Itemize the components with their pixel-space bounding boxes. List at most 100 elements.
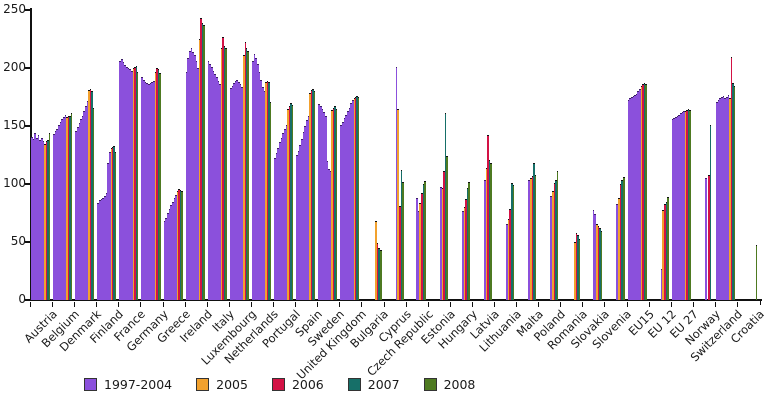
bar-group-ireland (184, 10, 208, 307)
bar-group-greece (162, 10, 186, 307)
bar-1997-2004 (211, 67, 213, 300)
bar-1997-2004 (185, 71, 188, 300)
bar-group-malta (516, 10, 539, 307)
bar (200, 18, 202, 300)
bar (397, 108, 399, 300)
bar-1997-2004 (42, 141, 45, 300)
bar (534, 174, 537, 300)
bar (463, 207, 466, 300)
bar-group-netherlands (250, 10, 274, 307)
legend-label: 2006 (291, 377, 324, 392)
bar-1997-2004 (326, 161, 329, 300)
bar (136, 71, 139, 300)
bar-1997-2004 (343, 118, 346, 300)
bar (110, 148, 112, 300)
bar-1997-2004 (345, 114, 347, 300)
bar (507, 219, 510, 300)
bar (223, 46, 226, 300)
bar (665, 201, 668, 300)
bar-group-spain (295, 10, 318, 307)
bar-group-denmark (74, 10, 97, 307)
bar (332, 107, 335, 300)
bar-1997-2004 (301, 138, 303, 300)
bar-1997-2004 (121, 58, 123, 300)
bar (247, 50, 249, 300)
x-tick-mark (604, 302, 606, 307)
legend-item-2008: 2008 (423, 377, 475, 392)
bar-1997-2004 (681, 112, 684, 300)
bar-1997-2004 (461, 210, 464, 300)
bar-1997-2004 (119, 61, 122, 300)
bar (178, 188, 180, 300)
bar (419, 202, 421, 300)
bar (313, 91, 316, 300)
bar (512, 185, 515, 300)
legend-swatch-2006 (271, 378, 285, 391)
bar (198, 39, 201, 300)
bar-1997-2004 (329, 171, 332, 300)
bar (203, 25, 205, 300)
legend-label: 2007 (367, 377, 400, 392)
bar-1997-2004 (56, 128, 59, 300)
bar (70, 113, 73, 300)
legend-swatch-2008 (423, 378, 437, 391)
x-tick-mark (74, 302, 76, 307)
bar-1997-2004 (350, 103, 352, 300)
bar-1997-2004 (153, 80, 155, 300)
x-tick-mark (273, 302, 275, 307)
bar-1997-2004 (528, 179, 530, 300)
bar (643, 83, 646, 300)
bar-1997-2004 (637, 91, 640, 300)
legend-item-2006: 2006 (271, 377, 324, 392)
bar-1997-2004 (190, 48, 193, 300)
bar-group-hungary (449, 10, 473, 307)
bar-group-sweden (317, 10, 340, 307)
bar (533, 163, 535, 300)
bar-1997-2004 (40, 137, 43, 300)
bar-group-finland (96, 10, 119, 307)
bar-1997-2004 (258, 71, 261, 300)
bar-1997-2004 (483, 179, 486, 300)
bar-1997-2004 (722, 96, 725, 300)
bar (266, 80, 269, 300)
bar (420, 193, 423, 300)
bar (45, 141, 48, 300)
bar-1997-2004 (173, 198, 176, 300)
bar-1997-2004 (671, 119, 674, 300)
bar-1997-2004 (63, 116, 65, 300)
bar (400, 170, 403, 300)
bar-1997-2004 (34, 133, 36, 300)
bar (667, 196, 669, 300)
bar-1997-2004 (274, 157, 276, 300)
x-tick-mark (96, 302, 98, 307)
bar (353, 98, 356, 300)
bar-1997-2004 (64, 114, 67, 300)
bar-group-austria (30, 10, 53, 307)
bar (225, 48, 227, 300)
bar (490, 163, 493, 300)
x-tick-mark (295, 302, 297, 307)
bar-1997-2004 (238, 82, 240, 300)
bar-1997-2004 (195, 61, 198, 300)
bar (640, 85, 643, 300)
bar-1997-2004 (61, 119, 64, 300)
bar-1997-2004 (318, 104, 320, 300)
y-tick-label: 100 (3, 176, 26, 190)
bar-group-germany (140, 10, 163, 307)
x-tick-mark (361, 302, 363, 307)
bar-1997-2004 (285, 125, 288, 300)
bar (553, 183, 556, 300)
bar-1997-2004 (124, 64, 126, 300)
bar-1997-2004 (126, 67, 128, 300)
y-tick-label: 50 (10, 234, 26, 248)
bar-1997-2004 (216, 77, 218, 300)
bar (89, 89, 92, 300)
bar-1997-2004 (217, 80, 220, 300)
bar-1997-2004 (241, 86, 244, 300)
bar (355, 97, 357, 300)
bar-1997-2004 (239, 84, 242, 300)
x-tick-mark (670, 302, 672, 307)
bar (132, 68, 135, 300)
bar-1997-2004 (209, 63, 212, 300)
bar-1997-2004 (673, 118, 676, 300)
